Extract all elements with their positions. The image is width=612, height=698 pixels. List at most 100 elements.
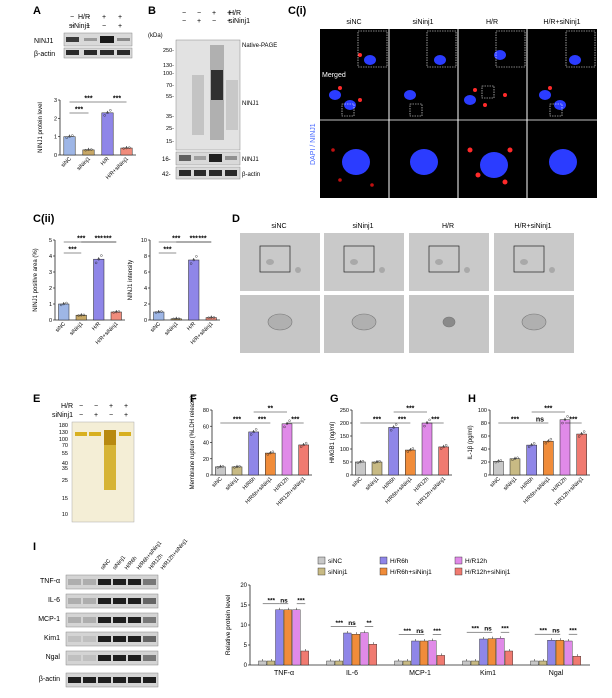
panel-a-sign-grid: − − + + − + − + (70, 14, 122, 30)
y-tick-label: 20 (481, 460, 487, 466)
band (128, 636, 141, 642)
bar (530, 660, 539, 666)
cell-shape (350, 259, 358, 265)
sig-label: *** (501, 626, 509, 633)
band (98, 617, 111, 623)
bar (215, 466, 226, 476)
bar (436, 655, 445, 666)
nucleus (364, 55, 376, 65)
y-tick-label: 20 (240, 583, 247, 589)
sig-label: *** (544, 406, 552, 413)
marker-label: 35- (166, 114, 174, 120)
blot-label: IL-6 (48, 597, 60, 604)
silver-gel (71, 421, 135, 523)
data-point (157, 310, 160, 314)
cell-shape (520, 259, 528, 265)
data-point (125, 146, 128, 150)
data-point (428, 418, 431, 422)
data-point (577, 435, 581, 438)
x-tick-label: H/R (91, 321, 102, 332)
sign-cell: + (124, 412, 128, 419)
y-tick-label: 0 (244, 663, 248, 669)
data-point (59, 303, 63, 307)
sig-label: *** (233, 417, 241, 424)
ninj1-signal (483, 103, 487, 107)
bar (487, 638, 496, 666)
cell-shape (379, 267, 385, 273)
panel-h-chart: 0 20 40 60 80 100 IL-1β (pg/ml) siNC siNinj1 H/R6… (468, 406, 590, 508)
panel-d-tiles (240, 233, 574, 353)
data-point (106, 111, 109, 115)
sign-cell: + (86, 23, 90, 30)
bar (326, 660, 335, 666)
band (83, 617, 96, 623)
bar (538, 660, 547, 666)
panel-i: I siNC siNinj1 H/R6h H/R6h+siNinj1 H/R12h H/R… (33, 538, 590, 688)
panel-ci-column-headers: siNC siNinj1 H/R H/R+siNinj1 (346, 19, 580, 26)
band (128, 617, 141, 623)
sign-cell: − (79, 412, 83, 419)
sig-label: ns (416, 628, 424, 635)
nucleus (344, 100, 356, 110)
y-tick-label: 250 (340, 408, 349, 414)
sign-cell: − (109, 412, 113, 419)
band (209, 154, 222, 162)
zoom-box (343, 245, 375, 273)
band (83, 677, 96, 683)
data-point (561, 421, 564, 425)
bar (438, 446, 449, 476)
cell-shape (464, 267, 470, 273)
marker-label: 250- (163, 48, 174, 54)
bar (564, 640, 573, 666)
panel-i-chart: 0 5 10 15 20 Relative protein level TNF-α *** ns… (225, 583, 590, 677)
band (100, 50, 114, 55)
sign-cell: + (118, 23, 122, 30)
band (179, 170, 191, 176)
legend-swatch (379, 556, 388, 565)
merged-label: Merged (322, 72, 346, 79)
data-point (302, 443, 305, 447)
data-point (207, 316, 210, 319)
column-header: siNinj1 (352, 223, 373, 230)
sig-label: *** (163, 247, 171, 254)
marker-label: 100 (59, 437, 68, 443)
panel-f-chart: 0 20 40 60 80 Membrane rupture (%LDH release)… (190, 396, 312, 508)
data-point (378, 460, 381, 463)
y-axis-label: NINJ1 positive area (%) (33, 248, 39, 311)
zoom-box (549, 103, 563, 117)
data-point (172, 317, 175, 321)
data-point (439, 447, 443, 450)
sig-label: *** (258, 417, 266, 424)
band (225, 170, 237, 176)
sig-label: *** (84, 96, 92, 103)
note-native-page: Native-PAGE (242, 43, 277, 49)
smear-light (226, 80, 238, 130)
band (66, 50, 79, 55)
sign-cell: + (212, 10, 216, 17)
blot-label: β-actin (39, 676, 60, 683)
sig-label: *** (103, 236, 111, 243)
bar (93, 258, 105, 321)
data-point (516, 456, 519, 459)
panel-e-row-label-hr: H/R (61, 403, 73, 410)
bar (58, 303, 70, 321)
bar (343, 632, 352, 666)
x-tick-label: siNinj1 (364, 476, 380, 492)
column-header: siNC (271, 223, 286, 230)
sig-label: *** (539, 628, 547, 635)
sign-cell: − (70, 14, 74, 21)
dic-tile-top (409, 233, 489, 291)
cell-shape (351, 313, 377, 331)
zoom-nucleus (342, 149, 370, 175)
y-tick-label: 60 (481, 434, 487, 440)
nucleus (404, 90, 416, 100)
data-point (389, 429, 393, 432)
data-point (80, 314, 83, 317)
data-point (109, 109, 112, 112)
note-actin: β-actin (242, 172, 260, 178)
cell-shape (295, 267, 301, 273)
panel-a-row-label-sininj1: siNinj1 (69, 23, 90, 30)
legend-label: siNinj1 (328, 569, 348, 576)
bar (572, 656, 581, 666)
blot-actin-b (175, 166, 241, 180)
